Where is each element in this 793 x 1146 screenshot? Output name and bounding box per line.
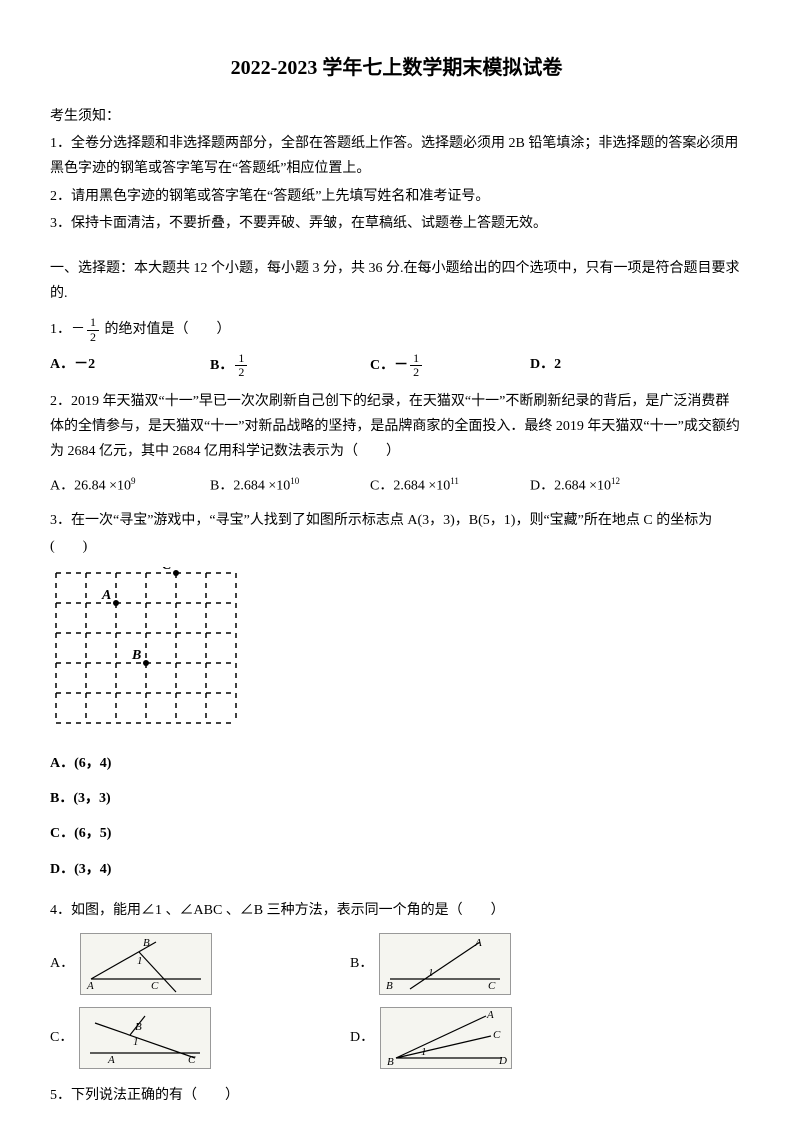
svg-text:A: A (107, 1054, 115, 1066)
question-5: 5．下列说法正确的有（ ） (50, 1083, 743, 1108)
section-header: 一、选择题：本大题共 12 个小题，每小题 3 分，共 36 分.在每小题给出的… (50, 256, 743, 306)
q3-optB: B．(3，3) (50, 786, 743, 811)
svg-text:1: 1 (133, 1036, 139, 1048)
q2-line3: 为 2684 亿元，其中 2684 亿用科学记数法表示为（ ） (50, 439, 743, 464)
q4-row1: A． A B C 1 B． B A C 1 (50, 933, 743, 995)
svg-text:1: 1 (421, 1046, 427, 1058)
q2-optB: B．2.684 ×1010 (210, 473, 370, 499)
fraction-den: 2 (410, 366, 422, 379)
svg-text:B: B (143, 937, 150, 949)
q2-optD-text: D．2.684 ×10 (530, 478, 611, 493)
fraction-den: 2 (235, 366, 247, 379)
q4-row2: C． ABC1 D． BACD1 (50, 1007, 743, 1069)
question-1: 1．－12 的绝对值是（ ） (50, 316, 743, 343)
instructions-header: 考生须知： (50, 104, 743, 129)
q4-label-C: C． (50, 1025, 73, 1050)
q4-diagram-C: A B C 1 (79, 1007, 211, 1069)
instruction-item: 3．保持卡面清洁，不要折叠，不要弄破、弄皱，在草稿纸、试题卷上答题无效。 (50, 211, 743, 236)
q2-optB-sup: 10 (290, 476, 299, 486)
q1-optD: D．2 (530, 352, 690, 379)
q4-label-B: B． (350, 951, 373, 976)
svg-text:A: A (86, 980, 94, 992)
fraction-num: 1 (410, 352, 422, 366)
q4-item-D: D． B AC D 1 (350, 1007, 650, 1069)
q4-item-C: C． A B C 1 (50, 1007, 350, 1069)
fraction-den: 2 (87, 331, 99, 344)
svg-text:C: C (162, 567, 172, 573)
q4-diagram-B: B A C 1 (379, 933, 511, 995)
svg-text:B: B (131, 648, 141, 663)
q1-optA: A．－2 (50, 352, 210, 379)
svg-text:B: B (386, 980, 393, 992)
q3-optD: D．(3，4) (50, 857, 743, 882)
q4-diagram-D: B AC D 1 (380, 1007, 512, 1069)
fraction: 12 (87, 316, 99, 343)
q2-optC-text: C．2.684 ×10 (370, 478, 450, 493)
q2-line1: 2．2019 年天猫双“十一”早已一次次刷新自己创下的纪录，在天猫双“十一”不断… (50, 389, 743, 414)
q3-optA: A．(6，4) (50, 751, 743, 776)
q2-optC: C．2.684 ×1011 (370, 473, 530, 499)
question-4: 4．如图，能用∠1 、∠ABC 、∠B 三种方法，表示同一个角的是（ ） (50, 898, 743, 923)
fraction-num: 1 (235, 352, 247, 366)
svg-text:A: A (486, 1009, 494, 1021)
question-2: 2．2019 年天猫双“十一”早已一次次刷新自己创下的纪录，在天猫双“十一”不断… (50, 389, 743, 465)
q2-optA-sup: 9 (131, 476, 136, 486)
fraction: 12 (235, 352, 247, 379)
q1-prompt-post: 的绝对值是（ ） (101, 322, 231, 337)
q3-options: A．(6，4) B．(3，3) C．(6，5) D．(3，4) (50, 751, 743, 882)
svg-text:1: 1 (428, 967, 434, 979)
q1-optC: C．－12 (370, 352, 530, 379)
q3-optC: C．(6，5) (50, 821, 743, 846)
instruction-item: 2．请用黑色字迹的钢笔或答字笔在“答题纸”上先填写姓名和准考证号。 (50, 184, 743, 209)
svg-text:C: C (493, 1029, 501, 1041)
q2-optA-text: A．26.84 ×10 (50, 478, 131, 493)
instruction-item: 1．全卷分选择题和非选择题两部分，全部在答题纸上作答。选择题必须用 2B 铅笔填… (50, 131, 743, 181)
q1-optB: B．12 (210, 352, 370, 379)
q2-optB-text: B．2.684 ×10 (210, 478, 290, 493)
q1-options: A．－2 B．12 C．－12 D．2 (50, 352, 743, 379)
q4-label-D: D． (350, 1025, 374, 1050)
q1-optC-pre: C．－ (370, 358, 408, 373)
q2-optC-sup: 11 (450, 476, 459, 486)
question-3: 3．在一次“寻宝”游戏中，“寻宝”人找到了如图所示标志点 A(3，3)，B(5，… (50, 508, 743, 558)
q2-line2: 体的全情参与，是天猫双“十一”对新品战略的坚持，是品牌商家的全面投入．最终 20… (50, 414, 743, 439)
q2-options: A．26.84 ×109 B．2.684 ×1010 C．2.684 ×1011… (50, 473, 743, 499)
q1-prompt-pre: 1．－ (50, 322, 85, 337)
q4-label-A: A． (50, 951, 74, 976)
q2-optD-sup: 12 (611, 476, 620, 486)
svg-text:1: 1 (137, 955, 143, 967)
svg-text:D: D (498, 1055, 507, 1067)
fraction: 12 (410, 352, 422, 379)
q2-optD: D．2.684 ×1012 (530, 473, 690, 499)
svg-text:A: A (101, 588, 111, 603)
grid-svg: A B C (50, 567, 245, 732)
fraction-num: 1 (87, 316, 99, 330)
exam-title: 2022-2023 学年七上数学期末模拟试卷 (50, 50, 743, 86)
q3-grid-diagram: A B C (50, 567, 743, 741)
q4-item-B: B． B A C 1 (350, 933, 650, 995)
svg-text:A: A (474, 937, 482, 949)
q2-optA: A．26.84 ×109 (50, 473, 210, 499)
svg-text:B: B (135, 1021, 142, 1033)
q4-diagram-A: A B C 1 (80, 933, 212, 995)
svg-text:C: C (488, 980, 496, 992)
svg-text:B: B (387, 1056, 394, 1068)
svg-text:C: C (151, 980, 159, 992)
q4-item-A: A． A B C 1 (50, 933, 350, 995)
svg-text:C: C (188, 1054, 196, 1066)
q1-optB-pre: B． (210, 358, 233, 373)
